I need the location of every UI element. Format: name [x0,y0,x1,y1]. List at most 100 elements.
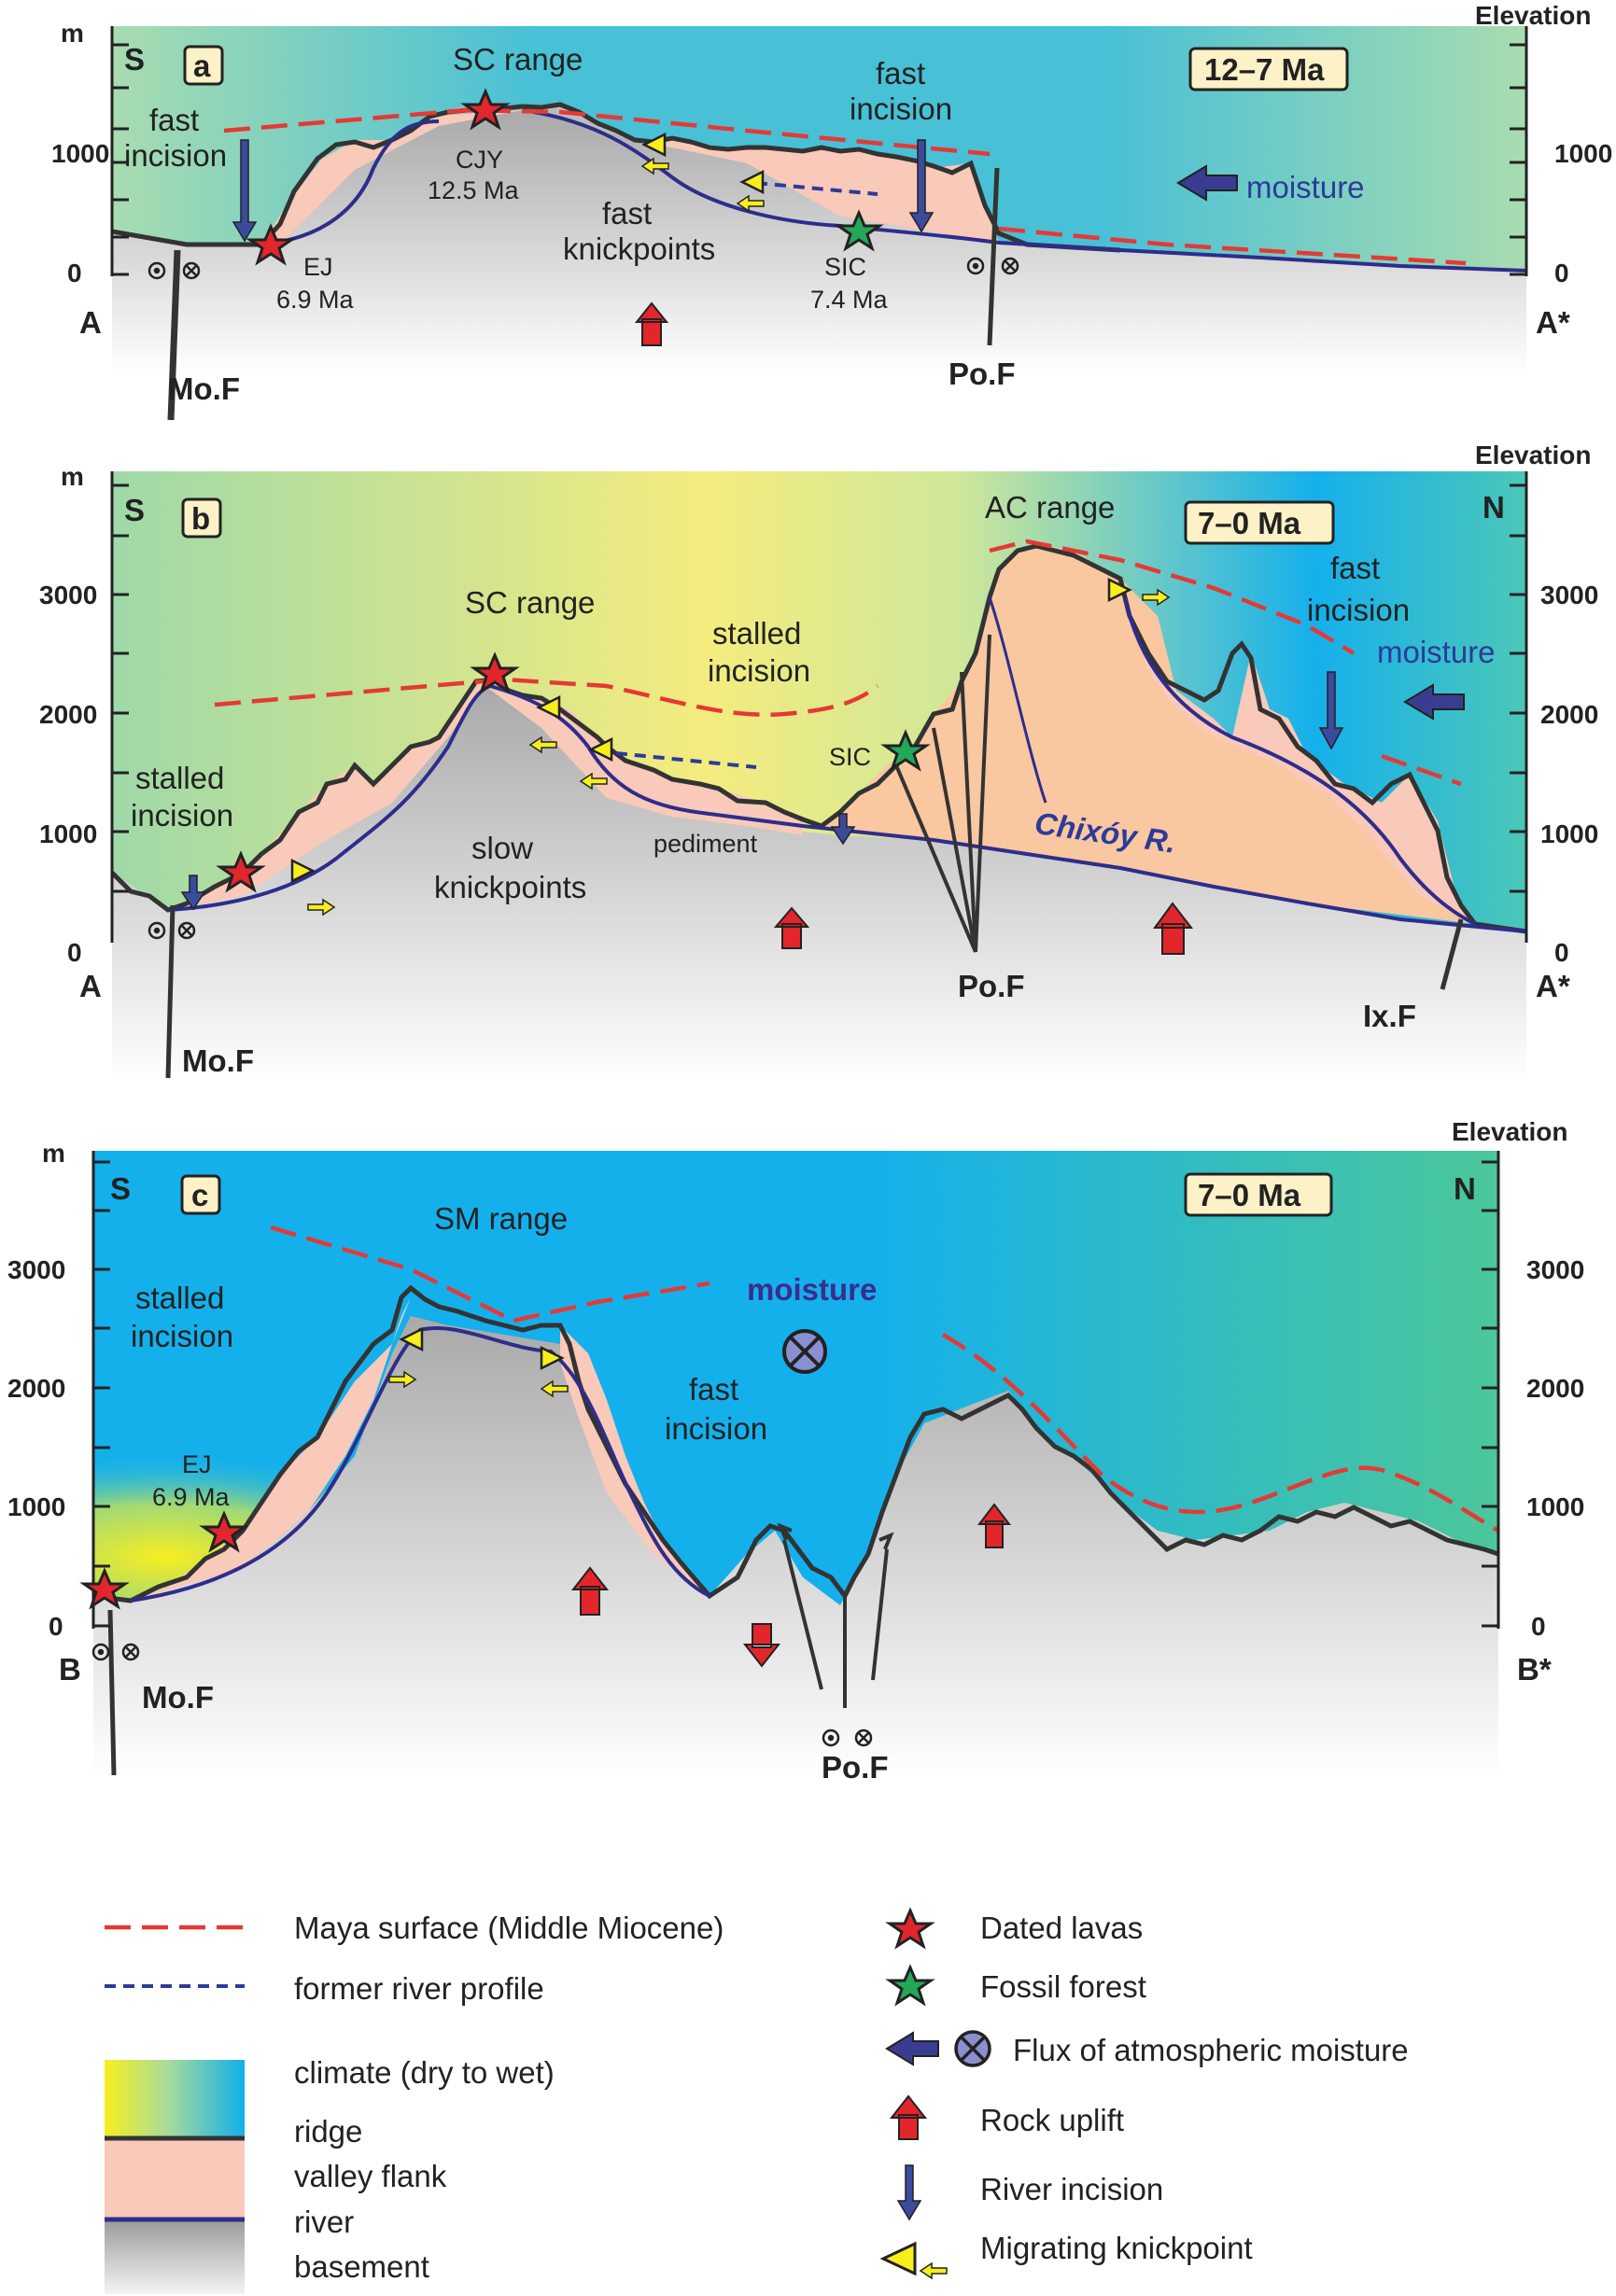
legend-incision-arrow [896,2164,922,2221]
panel-a-fast-incision-r1: fast [876,56,925,91]
panel-a-letter: a [193,49,211,83]
panel-b-unit: m [61,462,84,491]
legend-river-label: river [294,2205,354,2239]
panel-a-knick-arrow-2 [736,194,765,213]
panel-b-basement [112,686,1526,1083]
panel-c-knickpoint-2 [540,1345,565,1371]
panel-b-tick-3000: 3000 [39,581,97,609]
panel-c-ej-age: 6.9 Ma [152,1483,231,1511]
legend-knick-arrow [919,2261,948,2280]
panel-a-incision-arrow-1 [232,139,258,243]
panel-a-tick-1000: 1000 [51,139,109,168]
panel-b-knick-arrow-2 [579,772,608,791]
panel-c-star-ej [199,1510,249,1553]
panel-b-strike-slip-mo [148,921,196,940]
panel-c-tick-3000-right: 3000 [1526,1255,1584,1284]
panel-c-stalled-l1: stalled [135,1281,224,1315]
panel-a-left-end: A [79,305,102,340]
panel-a-star-cjy [460,88,511,131]
panel-b-right-end: A* [1536,969,1570,1003]
panel-c-uplift-arrow-1 [570,1566,610,1616]
panel-a-elevation-label: Elevation [1475,1,1591,30]
panel-a-incision-arrow-2 [908,139,934,233]
panel-b-river-ac [1123,596,1476,926]
panel-a-cjy-name: CJY [456,146,503,174]
panel-c-basement [93,1316,1498,1778]
panel-c: m 3000 2000 1000 0 3000 2000 1000 0 Elev… [7,1117,1584,1785]
panel-c-river [130,1325,710,1603]
panel-b-knick-arrow-3 [1142,588,1171,607]
panel-a-former-river [755,181,878,196]
panel-b-incision-arrow-mid [830,813,856,846]
panel-c-fault-po [782,1539,889,1708]
panel-b-fault-ix-label: Ix.F [1363,999,1416,1033]
panel-a-star-sic [834,209,884,252]
panel-b-tick-0: 0 [67,938,82,967]
panel-c-subsidence-arrow [742,1623,781,1668]
panel-b-fault-po-label: Po.F [958,969,1025,1003]
panel-b-tick-0-right: 0 [1554,938,1569,967]
panel-a-ridge [111,102,1121,253]
panel-b-elevation-label: Elevation [1475,441,1591,469]
panel-c-fault-mo-label: Mo.F [142,1680,214,1715]
panel-b-fault-mo-label: Mo.F [182,1043,254,1078]
panel-b-fast-l1: fast [1330,551,1380,585]
panel-c-ticks [93,1160,1498,1628]
panel-c-tick-2000-right: 2000 [1526,1374,1584,1403]
panel-c-fast-l2: incision [665,1411,767,1446]
panel-c-moisture: moisture [747,1272,877,1307]
panel-b-uplift-arrow-2 [1153,902,1194,955]
panel-a-ej-age: 6.9 Ma [276,286,355,314]
panel-c-unit: m [42,1139,65,1168]
panel-b-valley-flank-ac [822,546,1475,924]
panel-b-stalled-top-l2: incision [708,653,810,688]
panel-b-slow-l1: slow [471,831,533,865]
panel-a-ticks [112,43,1526,276]
panel-a-fault-mo [167,249,181,421]
panel-c-fault-arrow-left [777,1522,793,1541]
panel-c-knick-arrow-1 [388,1370,417,1389]
panel-b-moisture-arrow [1403,683,1465,721]
panel-a-moisture: moisture [1246,170,1365,204]
panel-b: m 3000 2000 1000 0 3000 2000 1000 0 Elev… [39,441,1598,1083]
panel-c-valley-flank-left [131,1297,411,1601]
legend-flank-swatch [105,2138,245,2219]
panel-c-north: N [1454,1171,1476,1206]
legend-basement-label: basement [294,2249,429,2284]
panel-c-elevation-label: Elevation [1452,1117,1567,1146]
panel-c-valley-flank-right [560,1325,710,1596]
legend-dated-star [885,1907,935,1950]
legend-basement-swatch [105,2219,245,2294]
panel-a-fast-incision-l2: incision [124,138,227,173]
legend: Maya surface (Middle Miocene) former riv… [105,1907,1409,2294]
panel-b-uplift-arrow-1 [773,906,810,949]
panel-a-fault-po [987,167,1000,346]
panel-a-river-profile [260,108,1527,273]
panel-a-fault-mo-label: Mo.F [168,371,240,406]
panel-a-fast-incision-l1: fast [149,103,199,137]
panel-c-tick-3000: 3000 [7,1255,65,1284]
panel-a-fast-incision-r2: incision [850,91,952,126]
panel-c-right-end: B* [1517,1652,1552,1687]
panel-b-incision-arrow-left [180,875,206,911]
panel-c-south: S [110,1171,131,1206]
panel-c-fault-arrow-right [878,1532,894,1550]
legend-fossil-label: Fossil forest [980,1969,1146,2004]
legend-incision-label: River incision [980,2172,1163,2206]
legend-climate-swatch [105,2060,245,2138]
panel-a-tick-1000-right: 1000 [1554,139,1612,168]
legend-uplift-arrow [889,2094,928,2140]
panel-c-fault-mo [107,1609,117,1776]
panel-c-tick-0: 0 [49,1612,63,1641]
legend-ridge-label: ridge [294,2114,362,2149]
panel-b-river-ac-left [988,596,1047,804]
panel-c-ridge [92,1284,1499,1603]
panel-c-tick-2000: 2000 [7,1374,65,1403]
panel-b-tick-2000: 2000 [39,700,97,729]
panel-b-fast-l2: incision [1307,593,1410,627]
panel-a-range: SC range [453,42,583,77]
panel-c-fast-l1: fast [689,1372,738,1407]
panel-a-fast-knick-l2: knickpoints [563,231,715,266]
panel-a-right-end: A* [1536,305,1570,340]
